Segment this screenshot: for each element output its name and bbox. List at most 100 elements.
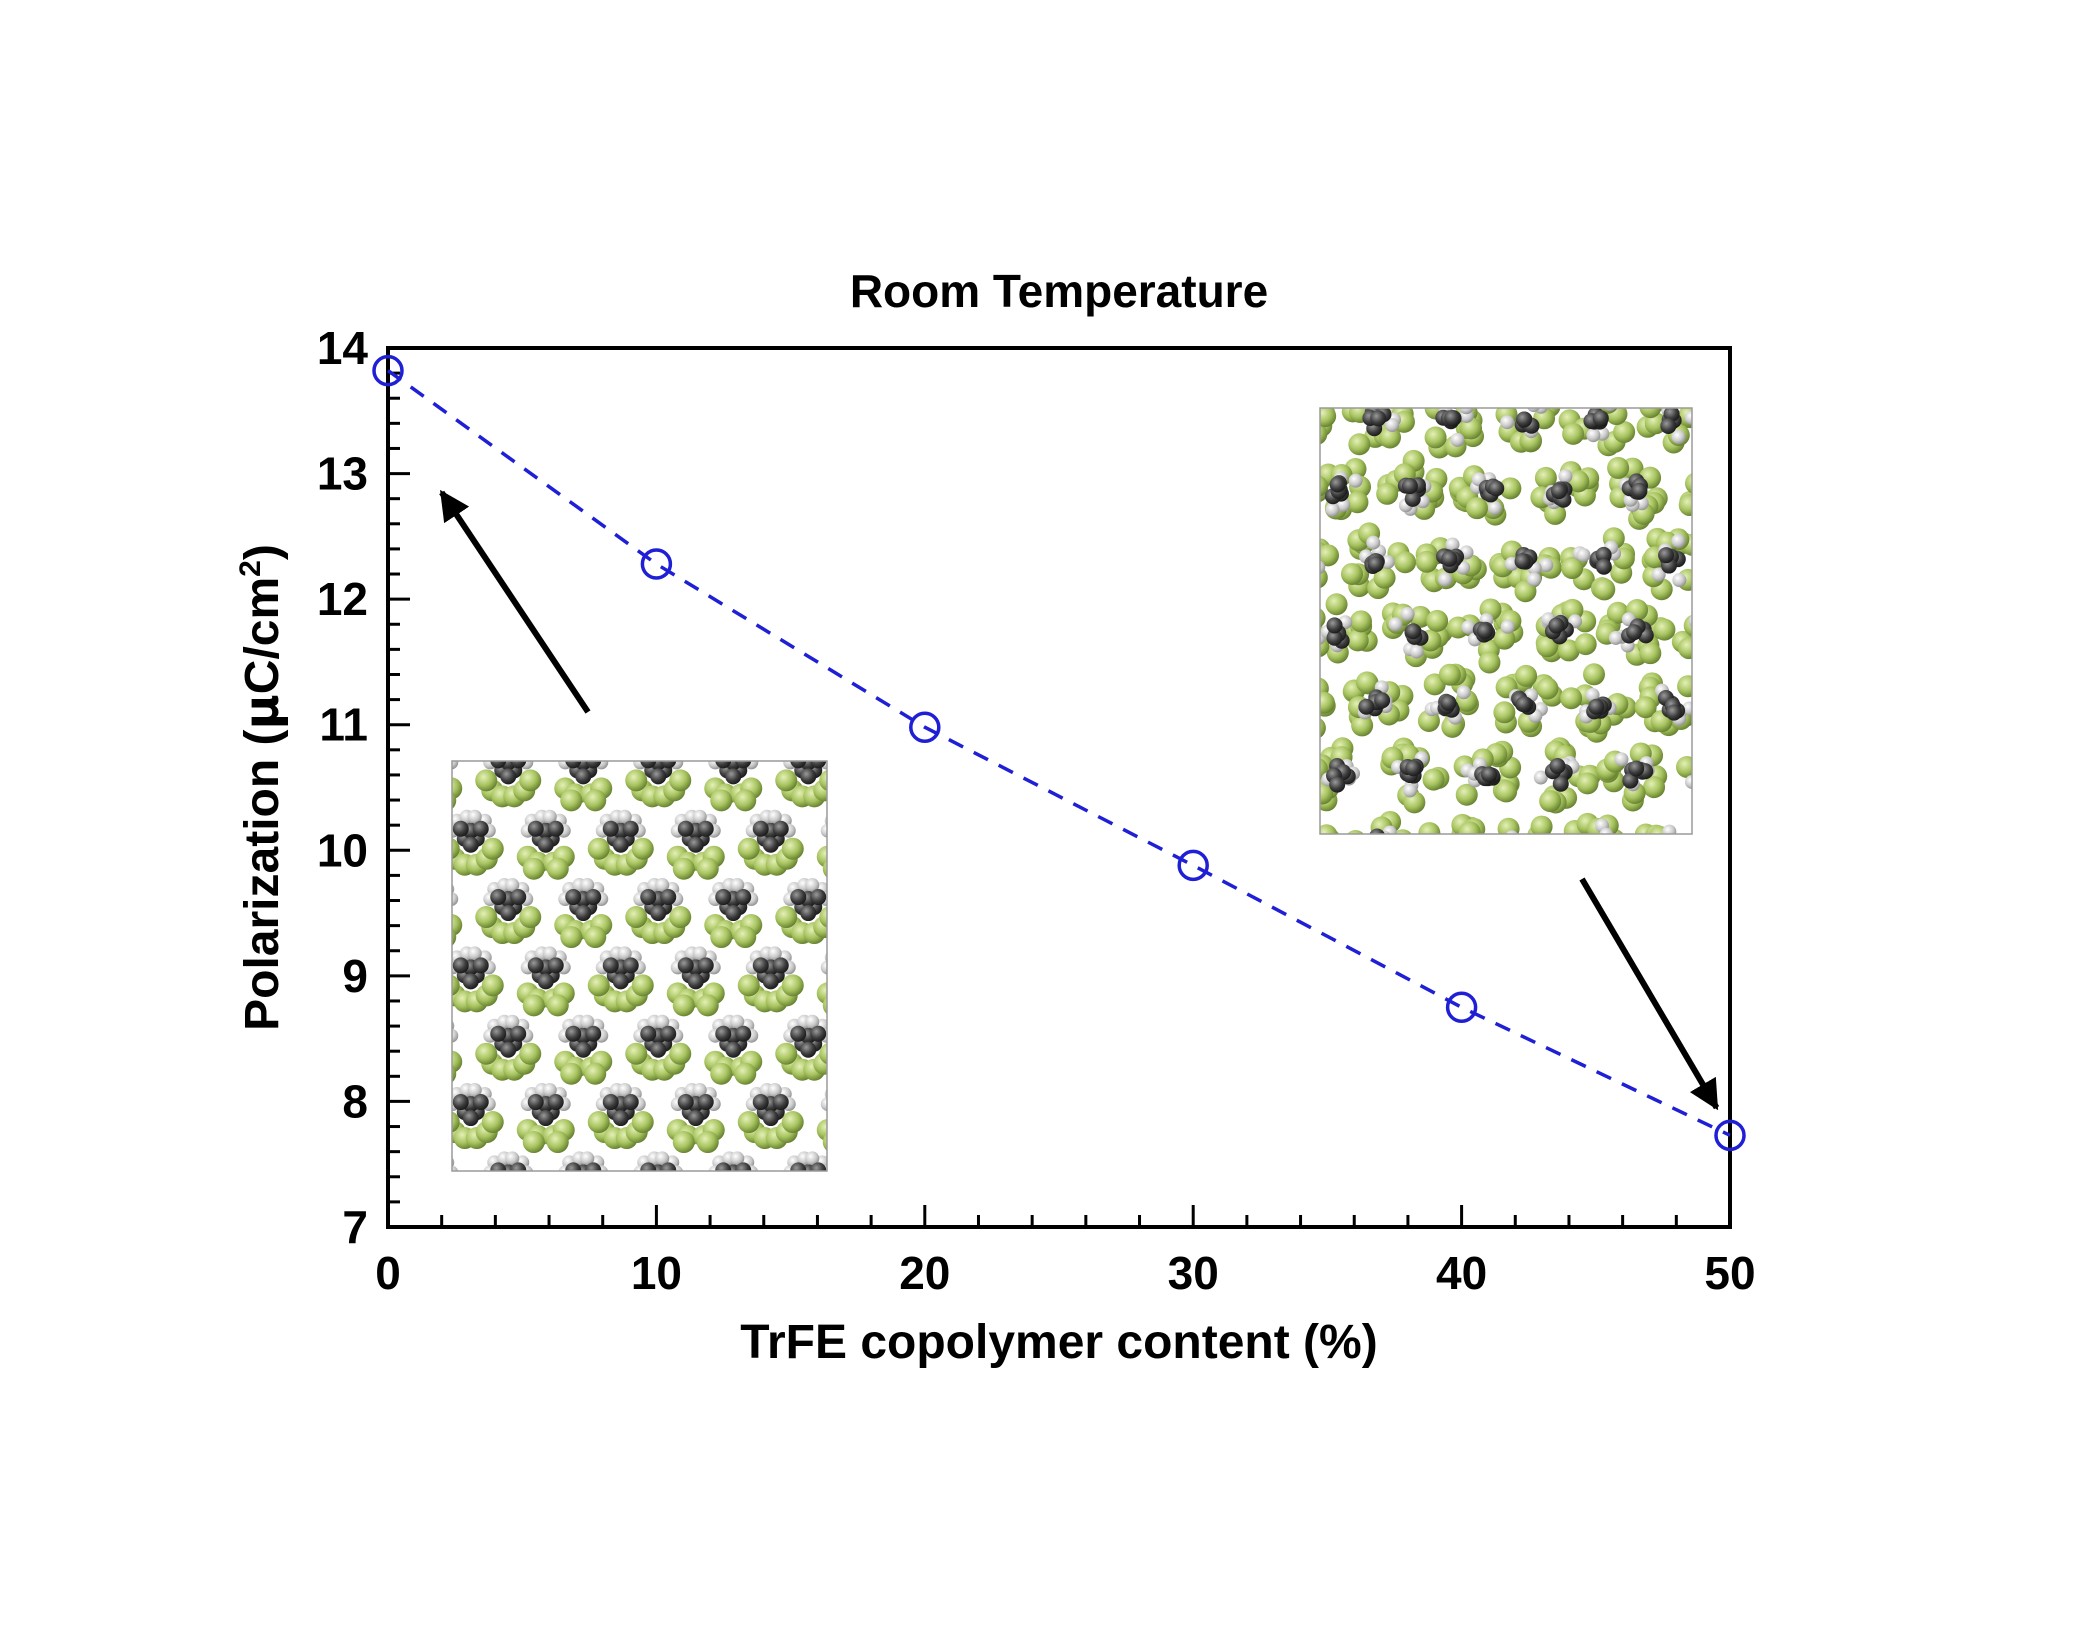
hydrogen-atom — [572, 741, 586, 755]
carbon-atom — [1515, 696, 1532, 713]
fluorine-atom — [822, 860, 827, 878]
hydrogen-atom — [1439, 855, 1453, 869]
carbon-atom — [1514, 842, 1530, 858]
carbon-atom — [431, 762, 447, 778]
hydrogen-atom — [467, 946, 482, 961]
hydrogen-atom — [655, 1151, 670, 1166]
hydrogen-atom — [1705, 615, 1719, 629]
hydrogen-atom — [1274, 841, 1288, 855]
fluorine-atom — [1695, 640, 1717, 662]
hydrogen-atom — [805, 741, 819, 755]
carbon-atom — [1372, 843, 1388, 859]
fluorine-atom — [669, 769, 692, 792]
fluorine-atom — [1438, 663, 1461, 686]
carbon-atom — [1552, 775, 1569, 792]
fluorine-atom — [847, 994, 869, 1016]
x-tick-label: 30 — [1168, 1247, 1219, 1299]
hydrogen-atom — [1672, 573, 1687, 588]
fluorine-atom — [475, 906, 498, 929]
carbon-atom — [425, 754, 441, 770]
fluorine-atom — [1422, 768, 1445, 791]
carbon-atom — [660, 761, 677, 769]
fluorine-atom — [696, 994, 719, 1017]
carbon-atom — [844, 831, 860, 847]
carbon-atom — [1701, 488, 1717, 504]
fluorine-atom — [1325, 593, 1348, 616]
fluorine-atom — [1539, 790, 1562, 813]
data-point — [1714, 1119, 1746, 1152]
fluorine-atom — [414, 1057, 436, 1079]
fluorine-atom — [1379, 426, 1402, 449]
carbon-atom — [1446, 837, 1462, 853]
fluorine-atom — [1418, 822, 1441, 834]
hydrogen-atom — [487, 745, 501, 759]
fluorine-atom — [522, 994, 545, 1017]
carbon-atom — [490, 761, 507, 769]
fluorine-atom — [1320, 544, 1340, 567]
fluorine-atom — [1348, 433, 1371, 456]
carbon-atom — [1549, 757, 1566, 774]
carbon-atom — [1706, 766, 1722, 782]
hydrogen-atom — [1671, 533, 1686, 548]
fluorine-atom — [1695, 791, 1717, 813]
fluorine-atom — [775, 1179, 797, 1201]
fluorine-atom — [1612, 835, 1634, 857]
fluorine-atom — [1530, 815, 1553, 834]
hydrogen-atom — [1348, 473, 1363, 488]
fluorine-atom — [843, 1125, 865, 1147]
carbon-atom — [1516, 411, 1533, 428]
hydrogen-atom — [452, 1165, 459, 1171]
carbon-atom — [1329, 476, 1346, 493]
fluorine-atom — [1534, 466, 1557, 489]
carbon-atom — [1401, 478, 1418, 495]
fluorine-atom — [580, 1193, 602, 1215]
carbon-atom — [810, 889, 827, 906]
carbon-atom — [800, 768, 817, 785]
carbon-atom — [790, 1025, 807, 1042]
hydrogen-atom — [617, 809, 632, 824]
fluorine-atom — [404, 1051, 426, 1073]
fluorine-atom — [1340, 562, 1363, 585]
carbon-atom — [435, 1162, 451, 1178]
hydrogen-atom — [857, 1097, 871, 1111]
hydrogen-atom — [1527, 572, 1542, 587]
fluorine-atom — [1455, 855, 1477, 877]
carbon-atom — [1297, 700, 1313, 716]
carbon-atom — [828, 957, 844, 973]
hydrogen-atom — [692, 946, 707, 961]
carbon-atom — [725, 905, 742, 922]
carbon-atom — [828, 821, 844, 837]
fluorine-atom — [560, 789, 583, 812]
carbon-atom — [1298, 699, 1314, 715]
fluorine-atom — [734, 1062, 757, 1085]
carbon-atom — [490, 1162, 507, 1171]
fluorine-atom — [1536, 635, 1559, 658]
fluorine-atom — [1690, 645, 1692, 655]
fluorine-atom — [1688, 408, 1692, 409]
carbon-atom — [1293, 412, 1309, 428]
hydrogen-atom — [1505, 830, 1518, 834]
carbon-atom — [472, 1094, 489, 1111]
carbon-atom — [1293, 695, 1309, 711]
fluorine-atom — [737, 1111, 760, 1134]
carbon-atom — [640, 761, 657, 769]
hydrogen-atom — [580, 1014, 595, 1029]
fluorine-atom — [1489, 851, 1511, 873]
fluorine-atom — [452, 777, 463, 800]
hydrogen-atom — [1588, 391, 1602, 405]
hydrogen-atom — [1614, 752, 1629, 767]
carbon-atom — [832, 1104, 848, 1120]
carbon-atom — [677, 1094, 694, 1111]
hydrogen-atom — [805, 1151, 820, 1166]
fluorine-atom — [1560, 687, 1583, 710]
fluorine-atom — [1699, 793, 1721, 815]
inset-pvdf — [404, 741, 871, 1215]
x-tick-label: 10 — [631, 1247, 682, 1299]
hydrogen-atom — [422, 741, 436, 755]
hydrogen-atom — [692, 809, 707, 824]
hydrogen-atom — [580, 741, 594, 755]
fluorine-atom — [481, 837, 504, 860]
fluorine-atom — [625, 1042, 648, 1065]
fluorine-atom — [1703, 646, 1725, 668]
